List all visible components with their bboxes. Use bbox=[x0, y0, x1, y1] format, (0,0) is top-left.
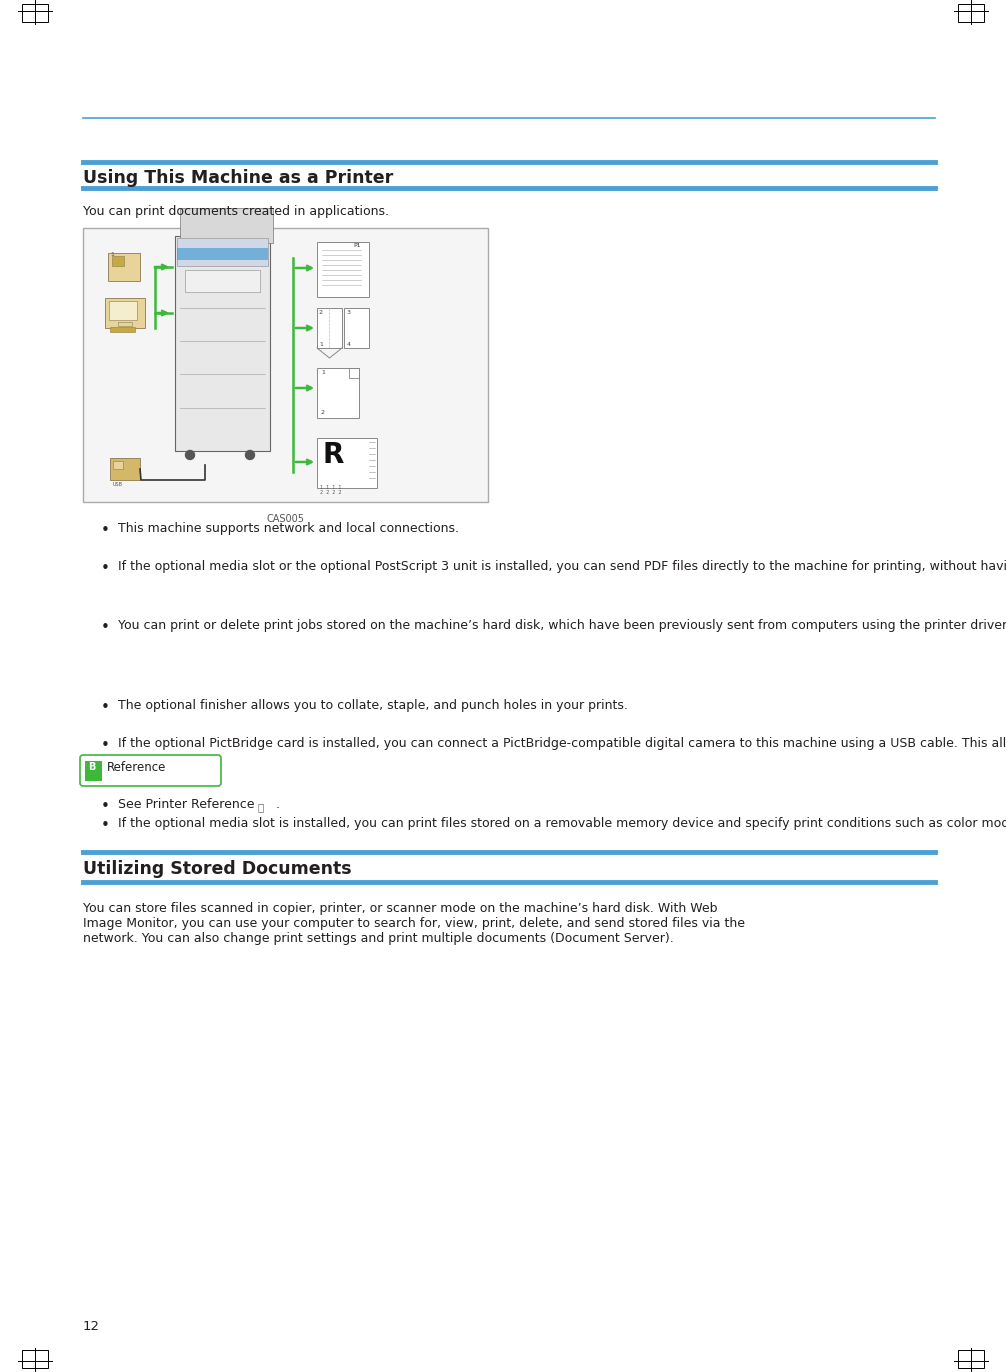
Text: 1: 1 bbox=[321, 370, 325, 375]
Text: P1: P1 bbox=[353, 243, 361, 248]
Bar bbox=[317, 307, 342, 348]
Bar bbox=[185, 270, 260, 292]
Text: If the optional PictBridge card is installed, you can connect a PictBridge-compa: If the optional PictBridge card is insta… bbox=[118, 737, 1006, 749]
Text: You can print documents created in applications.: You can print documents created in appli… bbox=[83, 204, 389, 218]
Bar bbox=[109, 300, 137, 320]
Bar bbox=[177, 248, 268, 261]
Text: •: • bbox=[101, 620, 110, 634]
Text: B: B bbox=[89, 761, 96, 771]
Bar bbox=[317, 368, 359, 418]
Text: This machine supports network and local connections.: This machine supports network and local … bbox=[118, 521, 459, 535]
Text: Utilizing Stored Documents: Utilizing Stored Documents bbox=[83, 860, 352, 878]
Text: •: • bbox=[101, 818, 110, 833]
Text: 1: 1 bbox=[110, 252, 114, 257]
Bar bbox=[118, 322, 132, 327]
Text: 1  1  1  1: 1 1 1 1 bbox=[320, 484, 341, 490]
Bar bbox=[317, 438, 377, 488]
Bar bbox=[958, 1350, 984, 1368]
Bar bbox=[110, 458, 140, 480]
FancyBboxPatch shape bbox=[80, 755, 221, 786]
Bar bbox=[83, 228, 488, 502]
Bar bbox=[344, 307, 369, 348]
Bar bbox=[317, 241, 369, 296]
Bar bbox=[113, 461, 123, 469]
Text: 3: 3 bbox=[347, 310, 351, 316]
Text: See Printer Reference: See Printer Reference bbox=[118, 799, 255, 811]
Text: R: R bbox=[323, 440, 344, 469]
Bar bbox=[112, 257, 124, 266]
Bar bbox=[958, 4, 984, 22]
Text: USB: USB bbox=[113, 482, 123, 487]
Bar bbox=[108, 252, 140, 281]
Text: .: . bbox=[276, 799, 280, 811]
Circle shape bbox=[245, 450, 255, 460]
Text: CAS005: CAS005 bbox=[267, 514, 305, 524]
Text: •: • bbox=[101, 799, 110, 814]
Text: You can store files scanned in copier, printer, or scanner mode on the machine’s: You can store files scanned in copier, p… bbox=[83, 901, 745, 945]
Text: •: • bbox=[101, 561, 110, 575]
Text: •: • bbox=[101, 523, 110, 538]
Text: The optional finisher allows you to collate, staple, and punch holes in your pri: The optional finisher allows you to coll… bbox=[118, 698, 628, 712]
Text: If the optional media slot or the optional PostScript 3 unit is installed, you c: If the optional media slot or the option… bbox=[118, 560, 1006, 572]
Circle shape bbox=[185, 450, 194, 460]
Text: Using This Machine as a Printer: Using This Machine as a Printer bbox=[83, 169, 393, 187]
Text: Reference: Reference bbox=[107, 761, 166, 774]
Bar bbox=[110, 327, 135, 332]
Text: 4: 4 bbox=[347, 342, 351, 347]
Bar bbox=[175, 236, 270, 451]
Bar bbox=[180, 209, 273, 243]
Bar bbox=[22, 4, 48, 22]
Bar bbox=[105, 298, 145, 328]
Text: 2: 2 bbox=[321, 410, 325, 414]
Bar bbox=[177, 237, 268, 266]
Bar bbox=[22, 1350, 48, 1368]
Text: 12: 12 bbox=[83, 1320, 100, 1334]
Text: You can print or delete print jobs stored on the machine’s hard disk, which have: You can print or delete print jobs store… bbox=[118, 619, 1006, 631]
Text: If the optional media slot is installed, you can print files stored on a removab: If the optional media slot is installed,… bbox=[118, 816, 1006, 830]
Text: 2: 2 bbox=[319, 310, 323, 316]
Text: •: • bbox=[101, 738, 110, 752]
Bar bbox=[86, 760, 103, 781]
Text: Ⓢ: Ⓢ bbox=[258, 803, 265, 812]
Text: 2  2  2  2: 2 2 2 2 bbox=[320, 490, 341, 495]
Text: 1: 1 bbox=[319, 342, 323, 347]
Text: •: • bbox=[101, 700, 110, 715]
